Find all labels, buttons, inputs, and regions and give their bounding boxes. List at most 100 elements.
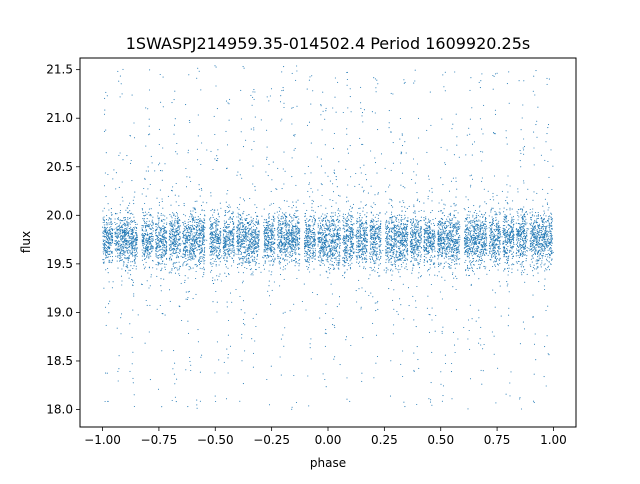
data-point <box>145 256 148 258</box>
data-point <box>321 248 323 251</box>
data-point <box>185 245 187 247</box>
data-point <box>293 239 295 241</box>
data-point <box>124 270 127 272</box>
data-point <box>293 232 295 234</box>
data-point <box>128 256 130 258</box>
data-point <box>200 356 202 358</box>
data-point <box>114 240 116 242</box>
data-point <box>307 220 309 223</box>
data-point <box>250 219 252 221</box>
data-point <box>215 242 217 244</box>
data-point <box>144 243 146 245</box>
data-point <box>232 238 234 240</box>
data-point <box>238 263 240 265</box>
data-point <box>314 244 316 246</box>
data-point <box>251 252 254 254</box>
data-point <box>126 247 128 249</box>
data-point <box>255 263 257 265</box>
data-point <box>328 226 331 228</box>
data-point <box>110 250 112 252</box>
data-point <box>199 237 201 239</box>
data-point <box>322 238 324 240</box>
data-point <box>248 255 251 257</box>
data-point <box>265 219 267 221</box>
data-point <box>121 220 123 222</box>
data-point <box>242 263 244 265</box>
data-point <box>250 250 252 252</box>
data-point <box>144 177 146 179</box>
data-point <box>175 245 177 247</box>
data-point <box>147 224 149 226</box>
data-point <box>263 254 265 256</box>
data-point <box>121 237 123 239</box>
data-point <box>126 229 128 232</box>
data-point <box>251 232 253 234</box>
data-point <box>335 234 337 237</box>
data-point <box>132 267 134 270</box>
data-point <box>184 222 186 225</box>
data-point <box>294 216 296 218</box>
data-point <box>119 209 122 212</box>
data-point <box>329 240 331 242</box>
data-point <box>291 220 293 222</box>
data-point <box>174 262 176 264</box>
data-point <box>209 227 211 229</box>
data-point <box>237 224 239 226</box>
data-point <box>337 225 339 227</box>
data-point <box>155 230 157 232</box>
data-point <box>106 250 108 252</box>
data-point <box>327 225 329 227</box>
data-point <box>200 247 203 249</box>
data-point <box>286 243 288 245</box>
data-point <box>203 268 205 270</box>
data-point <box>135 268 137 270</box>
data-point <box>256 237 258 239</box>
data-point <box>170 204 172 206</box>
data-point <box>241 282 244 284</box>
data-point <box>293 134 295 136</box>
data-point <box>135 249 137 251</box>
data-point <box>337 220 339 222</box>
data-point <box>184 229 186 231</box>
data-point <box>324 378 326 381</box>
data-point <box>230 248 232 250</box>
data-point <box>102 221 104 224</box>
data-point <box>232 220 234 223</box>
data-point <box>281 245 283 247</box>
data-point <box>254 261 256 263</box>
data-point <box>173 220 176 222</box>
data-point <box>143 235 145 237</box>
data-point <box>296 232 298 234</box>
data-point <box>199 371 201 373</box>
data-point <box>279 223 281 225</box>
data-point <box>252 91 254 93</box>
data-point <box>162 147 164 149</box>
data-point <box>106 251 108 253</box>
data-point <box>196 264 198 267</box>
data-point <box>123 247 125 249</box>
data-point <box>312 291 314 294</box>
data-point <box>285 212 287 214</box>
data-point <box>248 254 250 257</box>
data-point <box>121 284 123 286</box>
data-point <box>118 80 120 82</box>
data-point <box>177 248 179 250</box>
data-point <box>203 272 205 274</box>
data-point <box>151 221 153 223</box>
data-point <box>175 219 177 222</box>
data-point <box>289 252 291 254</box>
data-point <box>214 245 216 247</box>
data-point <box>226 248 228 250</box>
data-point <box>198 237 200 239</box>
data-point <box>160 212 162 215</box>
data-point <box>209 232 212 234</box>
data-point <box>171 242 173 245</box>
data-point <box>304 252 306 254</box>
data-point <box>295 210 297 212</box>
data-point <box>241 337 243 339</box>
data-point <box>124 217 126 219</box>
data-point <box>150 248 152 250</box>
data-point <box>126 244 128 246</box>
data-point <box>296 233 298 235</box>
data-point <box>288 228 290 230</box>
